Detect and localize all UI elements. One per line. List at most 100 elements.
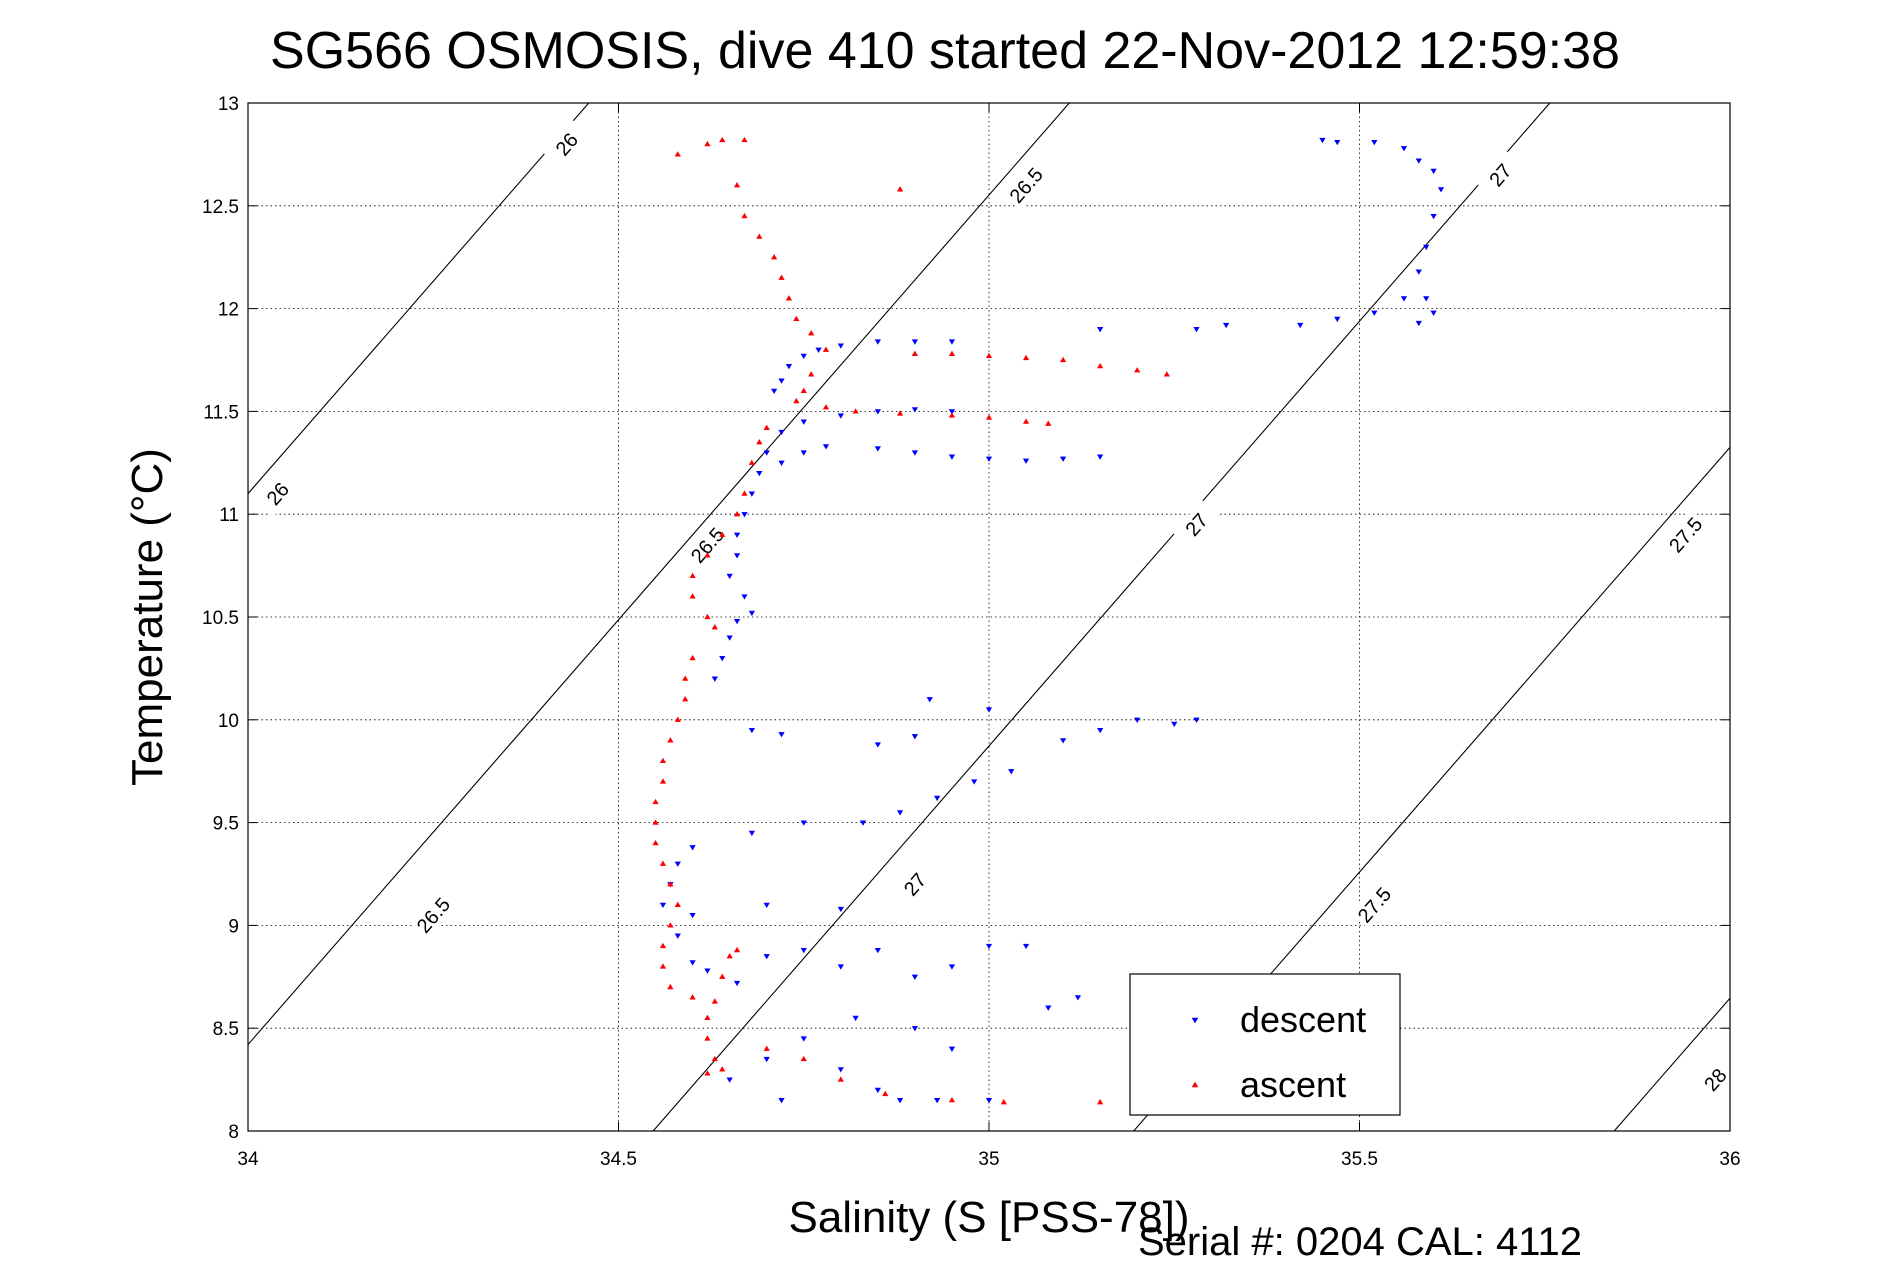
x-tick-label: 35 [978, 1149, 999, 1170]
descent-point [689, 960, 696, 966]
ascent-point [770, 254, 778, 260]
ascent-point [689, 994, 696, 1000]
contour-label-bg [1476, 150, 1524, 200]
descent-point [1134, 717, 1141, 723]
ascent-point [652, 839, 659, 846]
ascent-point [748, 459, 756, 465]
descent-point [1415, 269, 1422, 275]
ascent-point [985, 352, 993, 359]
x-axis-title: Salinity (S [PSS-78]) [788, 1193, 1189, 1242]
descent-point [948, 964, 956, 970]
ascent-point [778, 274, 785, 280]
ascent-point [808, 371, 815, 377]
ascent-point [763, 424, 770, 430]
descent-point [822, 444, 830, 450]
ascent-point [652, 819, 659, 825]
ascent-point [1097, 362, 1104, 369]
ascent-point [704, 1070, 711, 1076]
ascent-point [793, 397, 800, 404]
ascent-point [704, 140, 711, 147]
density-contour-line [247, 102, 1070, 1045]
descent-point [1022, 458, 1030, 464]
descent-point [785, 364, 793, 370]
contour-label-bg [543, 119, 591, 169]
ascent-point [741, 212, 748, 219]
data-points [652, 136, 1445, 1105]
y-tick-label: 10 [218, 711, 239, 732]
legend-descent-label: descent [1240, 999, 1366, 1040]
y-tick-label: 13 [218, 94, 239, 115]
contour-label-bg [1002, 160, 1050, 210]
descent-point [763, 1056, 770, 1063]
descent-point [726, 635, 733, 641]
descent-point [1415, 320, 1422, 327]
ascent-point [1059, 356, 1067, 363]
ascent-point [785, 295, 793, 301]
ascent-point [822, 404, 830, 410]
descent-point [837, 413, 844, 419]
ascent-point [882, 1090, 889, 1097]
y-tick-label: 12.5 [202, 197, 239, 218]
ascent-point [667, 922, 674, 928]
descent-point [1319, 137, 1326, 144]
series-descent [659, 137, 1445, 1104]
descent-point [1059, 738, 1067, 744]
ascent-point [711, 998, 718, 1004]
ascent-point [1163, 371, 1170, 377]
descent-point [815, 347, 822, 353]
descent-point [741, 512, 748, 518]
descent-point [748, 727, 756, 734]
descent-point [948, 1046, 956, 1052]
descent-point [756, 470, 763, 477]
ascent-point [948, 1096, 956, 1103]
descent-point [800, 450, 807, 456]
descent-point [934, 1098, 941, 1104]
descent-point [800, 1036, 807, 1042]
descent-point [1193, 717, 1200, 723]
ascent-point [1045, 420, 1052, 426]
contour-label-bg [1350, 880, 1398, 930]
descent-point [837, 964, 844, 970]
contour-label-bg [891, 859, 939, 909]
descent-point [778, 1098, 785, 1104]
chart-title: SG566 OSMOSIS, dive 410 started 22-Nov-2… [270, 22, 1620, 80]
descent-point [1222, 322, 1230, 329]
ascent-point [667, 983, 674, 990]
ascent-point [689, 572, 696, 579]
descent-point [1022, 943, 1030, 950]
descent-point [800, 419, 807, 425]
descent-point [1171, 721, 1178, 728]
contour-label-bg [254, 469, 302, 519]
descent-point [778, 460, 785, 466]
contour-label-bg [683, 520, 731, 570]
descent-point [748, 830, 756, 837]
ascent-point [763, 1045, 770, 1051]
descent-point [926, 697, 933, 703]
descent-point [874, 947, 881, 954]
descent-point [985, 1098, 993, 1104]
x-tick-label: 35.5 [1341, 1149, 1378, 1170]
descent-point [911, 407, 919, 413]
ascent-point [822, 346, 830, 352]
descent-point [770, 388, 778, 395]
descent-point [852, 1015, 859, 1022]
density-contour-line [652, 102, 1551, 1132]
descent-point [778, 732, 785, 738]
descent-point [874, 446, 881, 452]
descent-point [674, 861, 681, 867]
descent-point [837, 1067, 844, 1073]
descent-point [1193, 327, 1200, 333]
ascent-point [896, 186, 904, 192]
descent-point [1334, 139, 1341, 146]
ascent-point [682, 696, 689, 702]
ascent-point [682, 675, 689, 681]
axis-ticks: 34 34.5 35 35.5 36 8 8.5 9 9.5 10 10.5 11 11.5 12 12.5… [202, 94, 1741, 1170]
descent-point [1097, 454, 1104, 460]
descent-point [1097, 327, 1104, 333]
ascent-point [837, 1076, 844, 1082]
descent-point [1415, 158, 1422, 164]
ascent-point [719, 973, 726, 979]
legend-ascent-marker [1191, 1081, 1199, 1088]
descent-point [719, 655, 726, 662]
ascent-point [711, 624, 718, 630]
